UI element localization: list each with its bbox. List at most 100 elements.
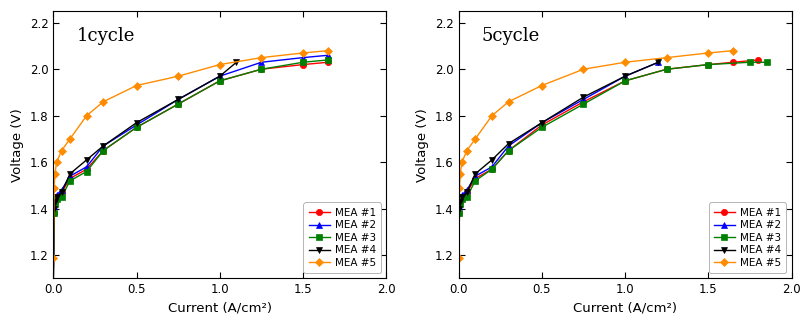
MEA #3 xyxy=(323,58,333,62)
MEA #5 xyxy=(131,83,141,87)
MEA #4 xyxy=(82,158,92,162)
MEA #2 xyxy=(82,165,92,169)
MEA #2 xyxy=(50,198,60,201)
Line: MEA #4: MEA #4 xyxy=(50,59,239,286)
MEA #3 xyxy=(49,281,58,285)
X-axis label: Current (A/cm²): Current (A/cm²) xyxy=(573,302,676,315)
MEA #3 xyxy=(98,149,108,153)
MEA #2 xyxy=(457,193,466,197)
Line: MEA #5: MEA #5 xyxy=(455,48,736,261)
MEA #3 xyxy=(503,149,513,153)
MEA #2 xyxy=(653,60,663,64)
MEA #4 xyxy=(49,207,59,211)
MEA #1 xyxy=(454,212,464,215)
Line: MEA #3: MEA #3 xyxy=(50,57,331,286)
MEA #1 xyxy=(98,149,108,153)
MEA #5 xyxy=(661,56,671,60)
MEA #2 xyxy=(578,97,588,101)
MEA #5 xyxy=(455,172,465,176)
MEA #1 xyxy=(49,212,59,215)
MEA #1 xyxy=(727,60,737,64)
MEA #5 xyxy=(620,60,629,64)
MEA #5 xyxy=(536,83,546,87)
MEA #4 xyxy=(57,190,67,194)
MEA #5 xyxy=(49,186,59,190)
Legend: MEA #1, MEA #2, MEA #3, MEA #4, MEA #5: MEA #1, MEA #2, MEA #3, MEA #4, MEA #5 xyxy=(303,202,380,273)
MEA #2 xyxy=(454,204,464,208)
MEA #1 xyxy=(455,200,465,204)
MEA #3 xyxy=(173,102,182,106)
MEA #3 xyxy=(49,212,59,215)
MEA #3 xyxy=(256,67,266,71)
MEA #1 xyxy=(453,281,463,285)
MEA #5 xyxy=(49,256,58,259)
MEA #5 xyxy=(50,172,60,176)
MEA #1 xyxy=(215,79,225,83)
MEA #4 xyxy=(461,190,471,194)
Line: MEA #3: MEA #3 xyxy=(455,59,769,286)
MEA #2 xyxy=(65,174,75,178)
MEA #1 xyxy=(753,58,762,62)
Line: MEA #5: MEA #5 xyxy=(50,48,331,261)
Line: MEA #2: MEA #2 xyxy=(455,59,661,286)
Line: MEA #2: MEA #2 xyxy=(50,52,331,286)
MEA #5 xyxy=(453,256,463,259)
MEA #5 xyxy=(298,51,307,55)
MEA #1 xyxy=(50,200,60,204)
MEA #3 xyxy=(52,198,62,201)
Legend: MEA #1, MEA #2, MEA #3, MEA #4, MEA #5: MEA #1, MEA #2, MEA #3, MEA #4, MEA #5 xyxy=(708,202,785,273)
MEA #4 xyxy=(98,144,108,148)
MEA #4 xyxy=(52,195,62,199)
MEA #3 xyxy=(461,195,471,199)
MEA #2 xyxy=(57,188,67,192)
MEA #2 xyxy=(52,193,62,197)
MEA #1 xyxy=(298,63,307,67)
MEA #5 xyxy=(98,100,108,104)
MEA #3 xyxy=(620,79,629,83)
MEA #5 xyxy=(457,160,466,164)
MEA #4 xyxy=(503,142,513,146)
MEA #4 xyxy=(231,60,241,64)
MEA #3 xyxy=(215,79,225,83)
MEA #2 xyxy=(131,123,141,127)
MEA #5 xyxy=(173,74,182,78)
MEA #5 xyxy=(256,56,266,60)
MEA #3 xyxy=(65,179,75,183)
MEA #1 xyxy=(503,149,513,153)
MEA #4 xyxy=(453,281,463,285)
MEA #4 xyxy=(620,74,629,78)
Line: MEA #1: MEA #1 xyxy=(50,59,331,286)
Text: 5cycle: 5cycle xyxy=(481,27,539,45)
MEA #3 xyxy=(661,67,671,71)
MEA #5 xyxy=(702,51,712,55)
MEA #4 xyxy=(470,172,479,176)
MEA #4 xyxy=(215,74,225,78)
MEA #2 xyxy=(487,165,496,169)
MEA #4 xyxy=(653,60,663,64)
MEA #3 xyxy=(744,60,754,64)
MEA #2 xyxy=(453,281,463,285)
MEA #1 xyxy=(470,177,479,181)
MEA #5 xyxy=(578,67,588,71)
MEA #1 xyxy=(487,167,496,171)
MEA #1 xyxy=(57,190,67,194)
MEA #5 xyxy=(487,114,496,118)
MEA #1 xyxy=(461,190,471,194)
MEA #1 xyxy=(82,167,92,171)
MEA #5 xyxy=(454,186,464,190)
MEA #3 xyxy=(57,195,67,199)
MEA #4 xyxy=(131,121,141,125)
MEA #5 xyxy=(57,149,67,153)
MEA #1 xyxy=(323,60,333,64)
MEA #2 xyxy=(49,281,58,285)
MEA #3 xyxy=(536,126,546,129)
MEA #2 xyxy=(536,121,546,125)
MEA #2 xyxy=(620,74,629,78)
MEA #1 xyxy=(49,281,58,285)
MEA #4 xyxy=(536,121,546,125)
MEA #1 xyxy=(256,67,266,71)
MEA #3 xyxy=(470,179,479,183)
MEA #1 xyxy=(536,123,546,127)
MEA #3 xyxy=(761,60,770,64)
MEA #2 xyxy=(323,53,333,57)
